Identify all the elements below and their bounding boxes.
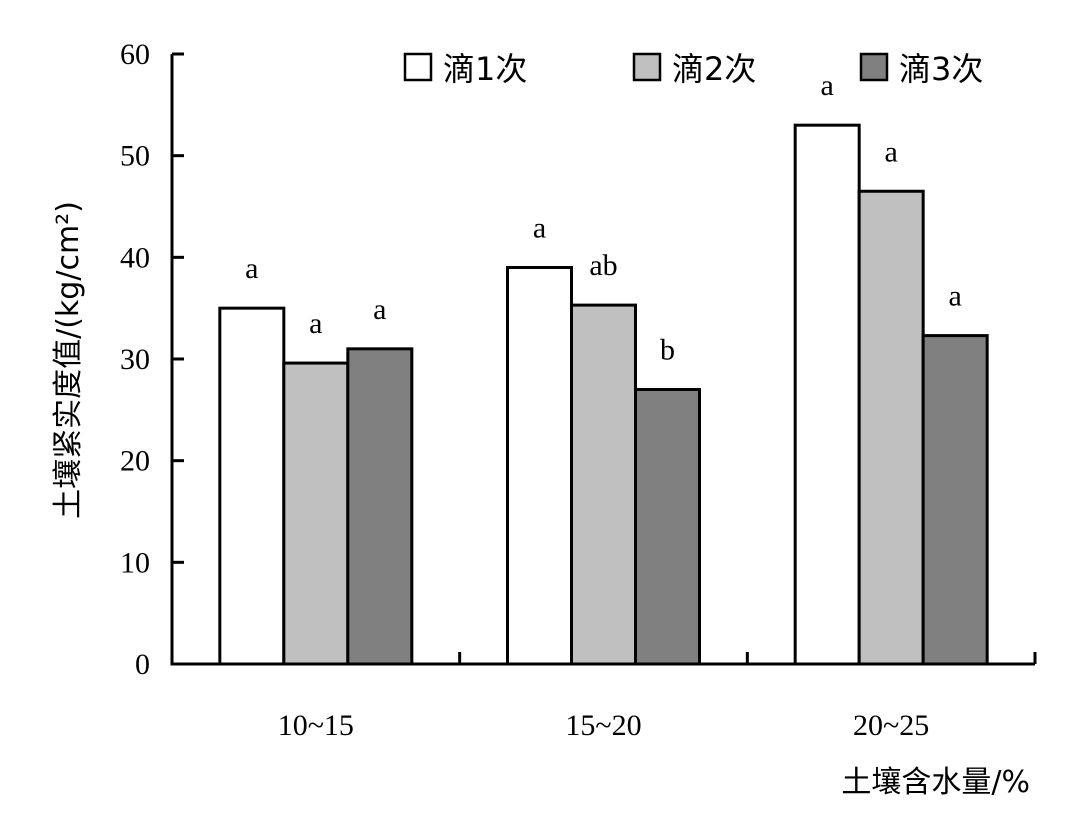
x-axis-title: 土壤含水量/% (841, 765, 1030, 800)
y-axis-title: 土壤紧实度值/(kg/cm²) (51, 201, 86, 519)
bar-2-1 (282, 361, 350, 666)
significance-label: a (533, 212, 546, 245)
bar-3-1 (346, 347, 414, 666)
bar-1-3 (793, 123, 861, 666)
significance-labels: a a a a ab b a a a (245, 69, 962, 366)
x-tick-label: 10~15 (278, 709, 354, 742)
y-ticks: 0 10 20 30 40 50 60 (120, 38, 184, 681)
x-tick-label: 20~25 (853, 709, 929, 742)
legend: 滴1次 滴2次 滴3次 (403, 50, 983, 88)
y-tick-label: 40 (120, 241, 150, 274)
bar-2-2 (570, 303, 637, 666)
legend-label-2: 滴2次 (672, 50, 756, 88)
significance-label: a (309, 307, 322, 340)
y-tick-label: 60 (120, 38, 150, 71)
legend-swatch-2 (632, 52, 662, 82)
legend-label-1: 滴1次 (443, 50, 527, 88)
y-tick-label: 30 (120, 343, 150, 376)
legend-swatch-1 (403, 52, 433, 82)
y-tick-label: 50 (120, 140, 150, 173)
bar-1-1 (218, 306, 286, 666)
bar-1-2 (506, 266, 573, 666)
significance-label: a (949, 280, 962, 313)
bar-3-3 (921, 334, 989, 666)
significance-label: b (660, 334, 675, 367)
significance-label: a (821, 69, 834, 102)
legend-label-3: 滴3次 (899, 50, 983, 88)
x-tick-label: 15~20 (565, 709, 641, 742)
legend-swatch-3 (859, 52, 889, 82)
y-tick-label: 20 (120, 445, 150, 478)
significance-label: a (885, 135, 898, 168)
significance-label: a (373, 293, 386, 326)
bars (218, 123, 989, 666)
significance-label: a (245, 252, 258, 285)
significance-label: ab (589, 249, 617, 282)
y-tick-label: 0 (135, 648, 150, 681)
x-ticks: 10~15 15~20 20~25 (170, 652, 1037, 742)
y-tick-label: 10 (120, 546, 150, 579)
bar-3-2 (634, 388, 701, 666)
bar-2-3 (857, 189, 925, 666)
